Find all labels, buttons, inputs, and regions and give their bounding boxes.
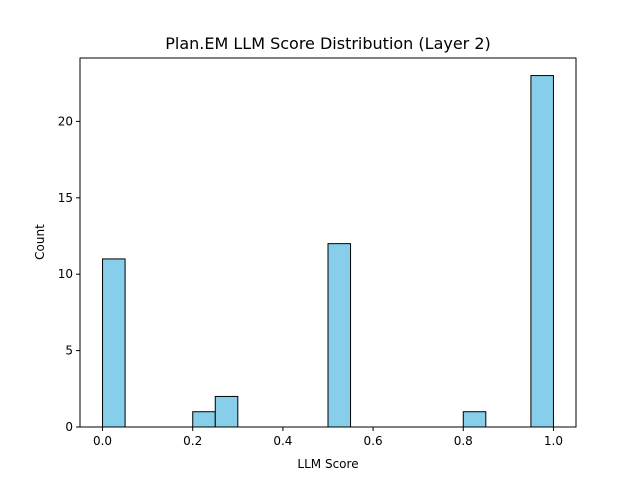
plot-frame — [79, 57, 577, 428]
y-tick-label: 20 — [58, 114, 73, 128]
x-tick-label: 0.6 — [364, 434, 383, 448]
chart-title: Plan.EM LLM Score Distribution (Layer 2) — [165, 34, 491, 53]
y-axis-label: Count — [33, 224, 47, 260]
histogram-bar — [192, 411, 216, 428]
histogram-bar — [327, 243, 352, 428]
x-axis-label: LLM Score — [297, 457, 358, 471]
y-tick-label: 10 — [58, 267, 73, 281]
x-tick-label: 0.2 — [183, 434, 202, 448]
histogram-bar — [462, 411, 487, 428]
x-tick-label: 0.0 — [93, 434, 112, 448]
y-axis: 0 5 10 15 20 — [58, 114, 80, 434]
bars-group — [102, 75, 554, 428]
y-tick-label: 0 — [65, 420, 73, 434]
x-tick-label: 0.4 — [273, 434, 292, 448]
histogram-bar — [530, 75, 554, 428]
x-tick-label: 0.8 — [454, 434, 473, 448]
x-tick-label: 1.0 — [544, 434, 563, 448]
histogram-bar — [214, 395, 239, 428]
y-tick-label: 5 — [65, 344, 73, 358]
x-axis: 0.0 0.2 0.4 0.6 0.8 1.0 — [93, 427, 563, 448]
y-tick-label: 15 — [58, 191, 73, 205]
histogram-bar — [102, 258, 126, 428]
